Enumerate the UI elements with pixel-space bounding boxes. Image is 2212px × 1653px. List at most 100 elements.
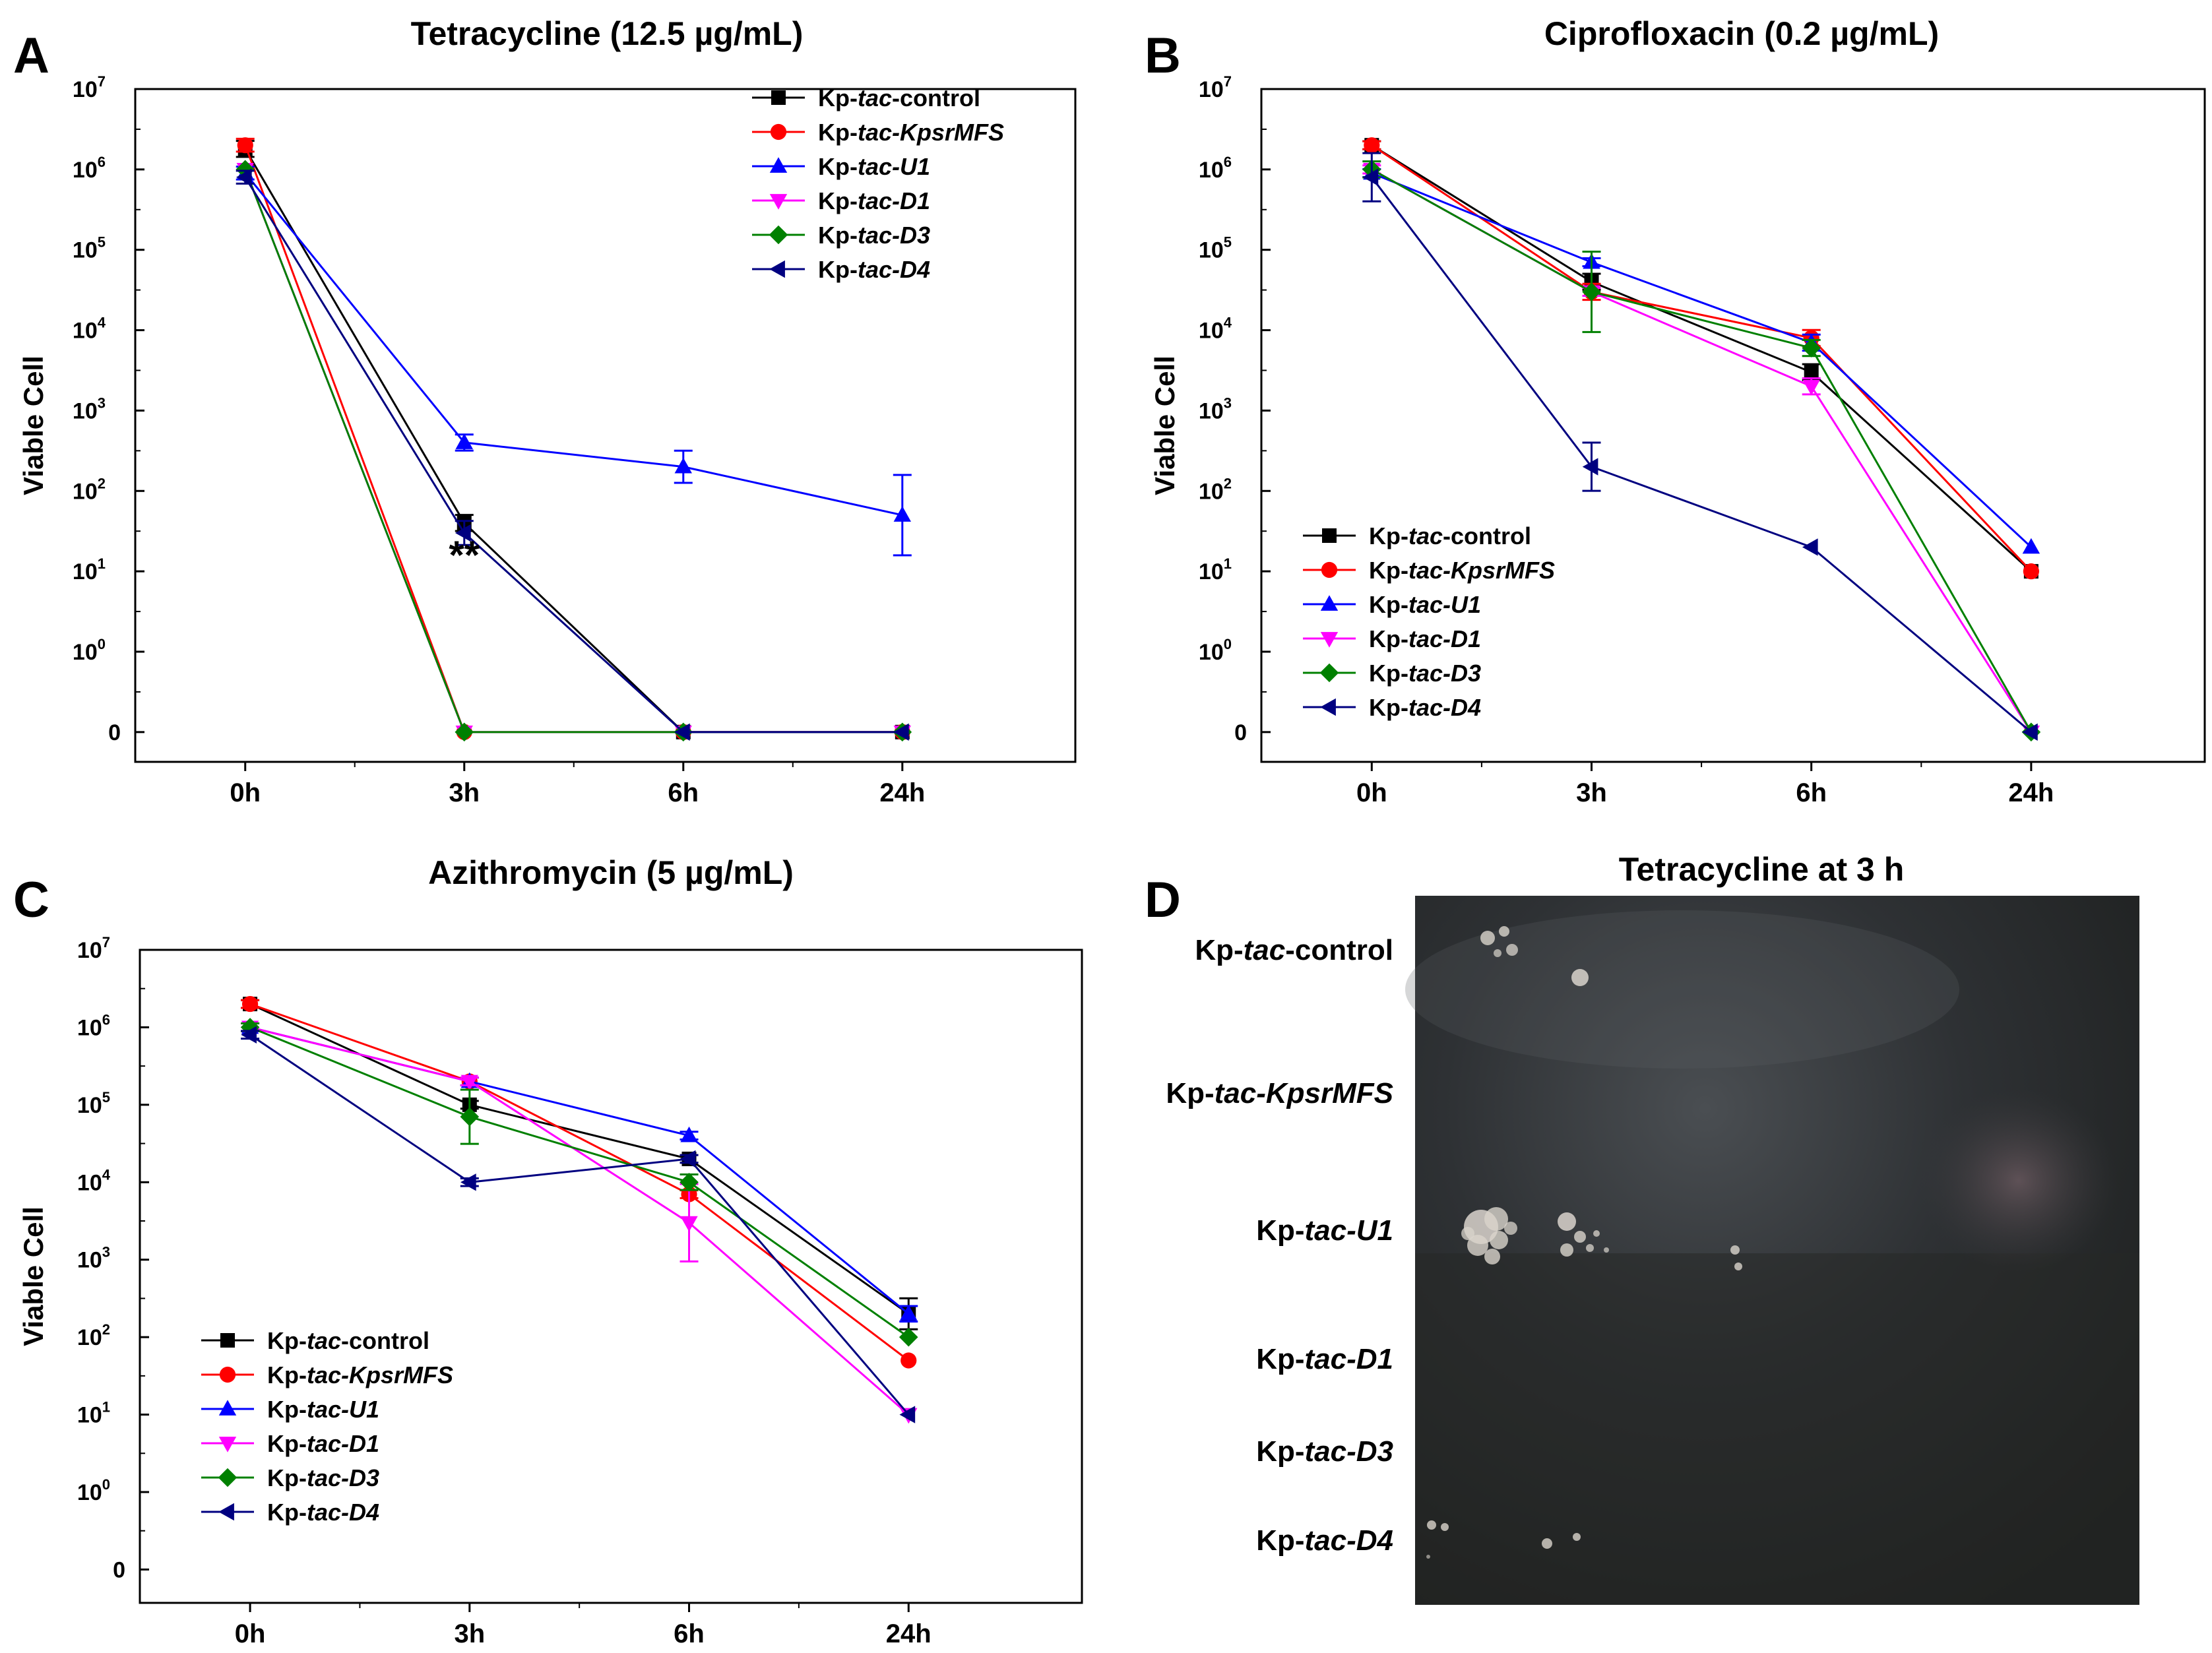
panel-c-legend-entry: Kp-tac-KpsrMFS: [267, 1361, 453, 1388]
panel-a-legend-marker: [771, 90, 786, 105]
panel-a-series-line: [244, 144, 902, 733]
panel-b-data-point: [1802, 338, 1821, 358]
panel-a-x-tick-label: 3h: [449, 778, 480, 807]
panel-b-legend-entry: Kp-tac-U1: [1369, 591, 1481, 618]
panel-a-legend-entry-prefix: Kp-: [818, 256, 858, 283]
panel-a-legend-entry-suffix: -control: [892, 84, 980, 111]
panel-a-x-tick-label: 0h: [230, 778, 261, 807]
panel-c-data-point: [679, 1150, 696, 1168]
panel-b-y-tick-label: 104: [1199, 315, 1232, 344]
panel-c-title: Azithromycin (5 µg/mL): [428, 854, 794, 891]
panel-c-y-tick-label: 105: [77, 1089, 110, 1118]
panel-a-legend-entry-italic: tac-KpsrMFS: [858, 119, 1004, 146]
panel-a-y-tick-label: 101: [73, 555, 106, 584]
panel-a-data-point: [237, 137, 253, 154]
panel-b-data-point: [2022, 723, 2038, 741]
plate-row-label-prefix: Kp-: [1256, 1343, 1304, 1375]
panel-c-series-kp-tac-control: [241, 997, 918, 1330]
panel-b-y-tick-label: 105: [1199, 234, 1232, 263]
panel-b-y-tick-label: 102: [1199, 475, 1232, 504]
panel-a-series-line: [244, 169, 902, 733]
panel-d-title: Tetracycline at 3 h: [1619, 851, 1905, 888]
panel-c-y-tick-label: 103: [77, 1244, 110, 1273]
panel-c-x-tick-label: 0h: [235, 1619, 266, 1648]
bacterial-colonies: [1426, 926, 1742, 1559]
panel-c-legend-entry-italic: tac: [307, 1327, 341, 1354]
panel-b-legend-entry-prefix: Kp-: [1369, 694, 1408, 721]
panel-a-legend-entry: Kp-tac-control: [818, 84, 980, 111]
panel-c-y-tick-label: 106: [77, 1011, 110, 1040]
panel-b-x-tick-label: 3h: [1576, 778, 1607, 807]
panel-c-legend-entry: Kp-tac-U1: [267, 1396, 379, 1423]
panel-a-legend-entry-italic: tac-D4: [858, 256, 930, 283]
panel-c-data-point: [241, 1026, 257, 1044]
panel-b-y-axis-label: Viable Cell: [1149, 356, 1180, 495]
panel-b-legend-entry-suffix: -control: [1443, 522, 1531, 549]
panel-b-y-tick-label: 0: [1234, 720, 1247, 745]
panel-c-series-line: [249, 1034, 910, 1416]
panel-b-title: Ciprofloxacin (0.2 µg/mL): [1544, 15, 1939, 52]
panel-a-y-tick-label: 100: [73, 636, 106, 665]
panel-a-tetracycline-chart: A Tetracycline (12.5 µg/mL) 0 100 101 102 103…: [13, 15, 1077, 807]
panel-a-data-point: [236, 168, 252, 186]
panel-a-y-tick-label: 103: [73, 394, 106, 423]
panel-b-legend-entry-prefix: Kp-: [1369, 591, 1408, 618]
plate-row-label-italic: tac-U1: [1305, 1214, 1394, 1247]
panel-c-data-point: [900, 1305, 918, 1321]
panel-c-series-line: [249, 1026, 910, 1416]
panel-b-legend-entry-italic: tac-U1: [1408, 591, 1481, 618]
panel-c-legend-entry-prefix: Kp-: [267, 1396, 307, 1423]
panel-a-series-kp-tac-u1: [236, 164, 912, 557]
panel-a-legend-entry-prefix: Kp-: [818, 222, 858, 249]
panel-a-legend-entry-prefix: Kp-: [818, 84, 858, 111]
panel-a-legend-entry: Kp-tac-D3: [818, 222, 930, 249]
panel-c-data-point: [679, 1172, 699, 1192]
plate-row-label: Kp-tac-D4: [1256, 1524, 1393, 1557]
panel-c-azithromycin-chart: C Azithromycin (5 µg/mL) 0 100 101 102 103 104…: [13, 854, 1083, 1648]
panel-a-y-tick-label: 104: [73, 315, 106, 344]
panel-a-series-line: [244, 176, 902, 733]
panel-d-plate-photo: D Tetracycline at 3 h: [1145, 851, 2139, 1605]
panel-c-legend-entry-prefix: Kp-: [267, 1361, 307, 1388]
panel-c-y-tick-label: 100: [77, 1476, 110, 1505]
panel-c-legend-entry-suffix: -control: [341, 1327, 429, 1354]
panel-b-series-kp-tac-d4: [1362, 152, 2038, 741]
plate-row-label-italic: tac-KpsrMFS: [1215, 1077, 1393, 1109]
panel-a-legend-marker: [769, 157, 788, 173]
panel-c-legend-entry-prefix: Kp-: [267, 1499, 307, 1526]
panel-a-legend-entry-italic: tac-D3: [858, 222, 930, 249]
agar-plate-image: [1405, 896, 2139, 1605]
panel-b-y-tick-label: 106: [1199, 154, 1232, 183]
panel-b-legend-entry-italic: tac-D1: [1408, 625, 1481, 652]
panel-c-legend-entry: Kp-tac-D3: [267, 1464, 379, 1491]
panel-c-data-point: [680, 1216, 698, 1232]
panel-a-data-point: [674, 723, 690, 741]
panel-a-legend-entry-prefix: Kp-: [818, 187, 858, 214]
panel-a-legend-marker: [769, 225, 788, 245]
panel-b-legend-entry: Kp-tac-D1: [1369, 625, 1481, 652]
panel-b-legend: Kp-tac-controlKp-tac-KpsrMFSKp-tac-U1Kp-…: [1303, 522, 1555, 721]
panel-c-legend-entry-italic: tac-KpsrMFS: [307, 1361, 453, 1388]
panel-b-plot-frame: [1260, 88, 2206, 763]
panel-c-legend-entry-prefix: Kp-: [267, 1327, 307, 1354]
panel-a-y-axis-label: Viable Cell: [18, 356, 49, 495]
panel-b-y-tick-label: 100: [1199, 636, 1232, 665]
panel-c-legend: Kp-tac-controlKp-tac-KpsrMFSKp-tac-U1Kp-…: [201, 1327, 453, 1526]
panel-a-y-tick-label: 105: [73, 234, 106, 263]
panel-a-legend-marker: [770, 123, 787, 140]
panel-a-plot-frame: [134, 88, 1077, 763]
panel-a-legend-entry-prefix: Kp-: [818, 153, 858, 180]
plate-row-label-prefix: Kp-: [1256, 1214, 1304, 1247]
panel-a-series-line: [244, 172, 903, 516]
panel-a-legend-entry: Kp-tac-U1: [818, 153, 930, 180]
panel-c-data-point: [460, 1075, 478, 1091]
panel-b-y-tick-label: 101: [1199, 555, 1232, 584]
panel-b-series-line: [1371, 144, 2032, 573]
panel-b-data-point: [2023, 563, 2039, 580]
panel-a-x-tick-label: 6h: [668, 778, 699, 807]
panel-b-legend-marker: [1320, 595, 1339, 611]
panel-b-ciprofloxacin-chart: B Ciprofloxacin (0.2 µg/mL) 0 100 101 102 103…: [1145, 15, 2206, 807]
plate-row-label-italic: tac-D3: [1305, 1435, 1394, 1468]
panel-b-legend-entry-italic: tac: [1408, 522, 1443, 549]
panel-b-legend-entry: Kp-tac-KpsrMFS: [1369, 557, 1555, 584]
